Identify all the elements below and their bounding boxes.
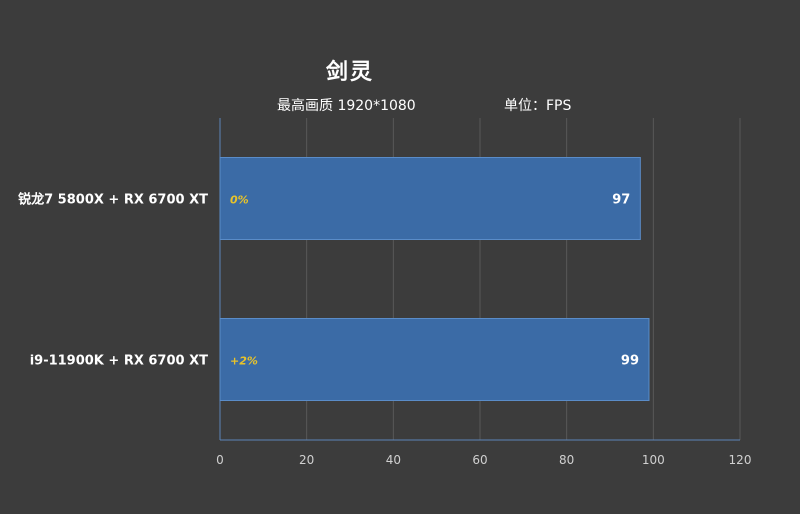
bar-2 bbox=[219, 318, 650, 401]
value-label-1: 97 bbox=[612, 193, 630, 208]
x-tick-label: 20 bbox=[299, 453, 314, 467]
x-tick-label: 120 bbox=[729, 453, 752, 467]
chart-title: 剑灵 bbox=[325, 60, 374, 85]
x-tick-label: 60 bbox=[472, 453, 487, 467]
bar-1 bbox=[219, 157, 641, 240]
chart-subtitle-settings: 最高画质 1920*1080 bbox=[277, 98, 416, 114]
category-label-1: 锐龙7 5800X + RX 6700 XT bbox=[18, 192, 208, 208]
x-tick-label: 0 bbox=[216, 453, 224, 467]
x-tick-label: 80 bbox=[559, 453, 574, 467]
value-label-2: 99 bbox=[621, 354, 639, 369]
chart-subtitle-unit: 单位：FPS bbox=[504, 98, 572, 114]
annotation-label-1: 0% bbox=[230, 194, 249, 207]
annotation-label-2: +2% bbox=[230, 355, 258, 368]
category-label-2: i9-11900K + RX 6700 XT bbox=[30, 354, 208, 369]
x-tick-label: 100 bbox=[642, 453, 665, 467]
x-tick-label: 40 bbox=[386, 453, 401, 467]
